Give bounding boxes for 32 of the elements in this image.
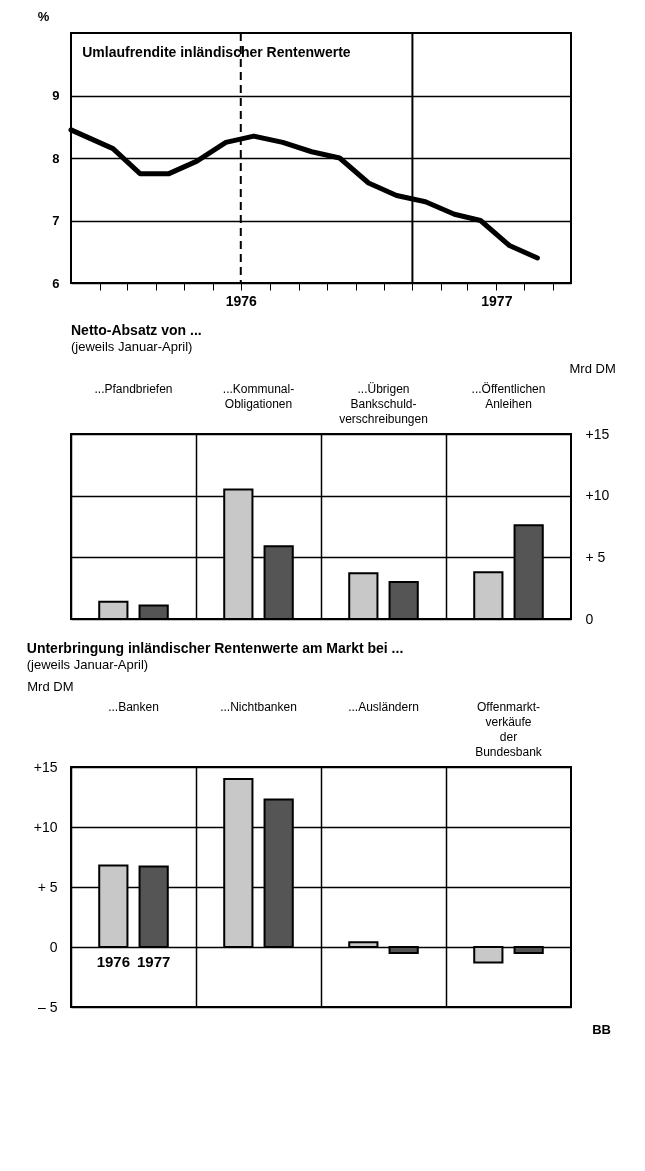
y2-tick-label: +15 [585, 425, 610, 442]
text: Umlaufrendite inländischer Rentenwerte [82, 44, 351, 60]
chart-subtitle: (jeweils Januar-April) [26, 657, 149, 672]
y-axis-title: Mrd DM [27, 678, 74, 694]
y-axis-title: % [37, 8, 50, 24]
x-tick-label: Offenmarkt-verkäufe der Bundesbank [475, 699, 543, 759]
y2-tick-label: + 5 [585, 548, 606, 565]
y-tick-label: 9 [52, 88, 60, 103]
x-tick-label: ...Kommunal-Obligationen [222, 381, 295, 411]
x-tick-label: ...Nichtbanken [220, 699, 297, 714]
series-label: 1976 [96, 953, 131, 970]
chart-title: Unterbringung inländischer Rentenwerte am Markt bei ... [26, 640, 404, 656]
x-tick-label: ...Übrigen Bankschuld-verschreibungen [339, 381, 428, 426]
x-tick-label: ...Ausländern [348, 699, 419, 714]
y-tick-label: + 5 [37, 878, 58, 895]
y-tick-label: 8 [52, 150, 60, 166]
chart-subtitle: (jeweils Januar-April) [71, 339, 193, 354]
x-tick-label: ...Banken [108, 699, 159, 714]
y-tick-label: – 5 [38, 998, 58, 1015]
y-tick-label: 7 [52, 213, 60, 228]
y-tick-label: 6 [52, 275, 60, 291]
y-tick-label: +15 [33, 758, 58, 775]
y2-tick-label: +10 [585, 487, 610, 504]
x-tick-label: ...Öffentlichen Anleihen [471, 381, 546, 411]
chart-title: Netto-Absatz von ... [71, 322, 202, 338]
y2-axis-title: Mrd DM [569, 360, 616, 376]
y2-tick-label: 0 [585, 610, 594, 627]
x-tick-label: ...Pfandbriefen [94, 381, 173, 396]
text: BB [592, 1022, 611, 1037]
y-tick-label: 0 [49, 938, 58, 955]
series-label: 1977 [136, 953, 171, 970]
y-tick-label: +10 [33, 818, 58, 835]
